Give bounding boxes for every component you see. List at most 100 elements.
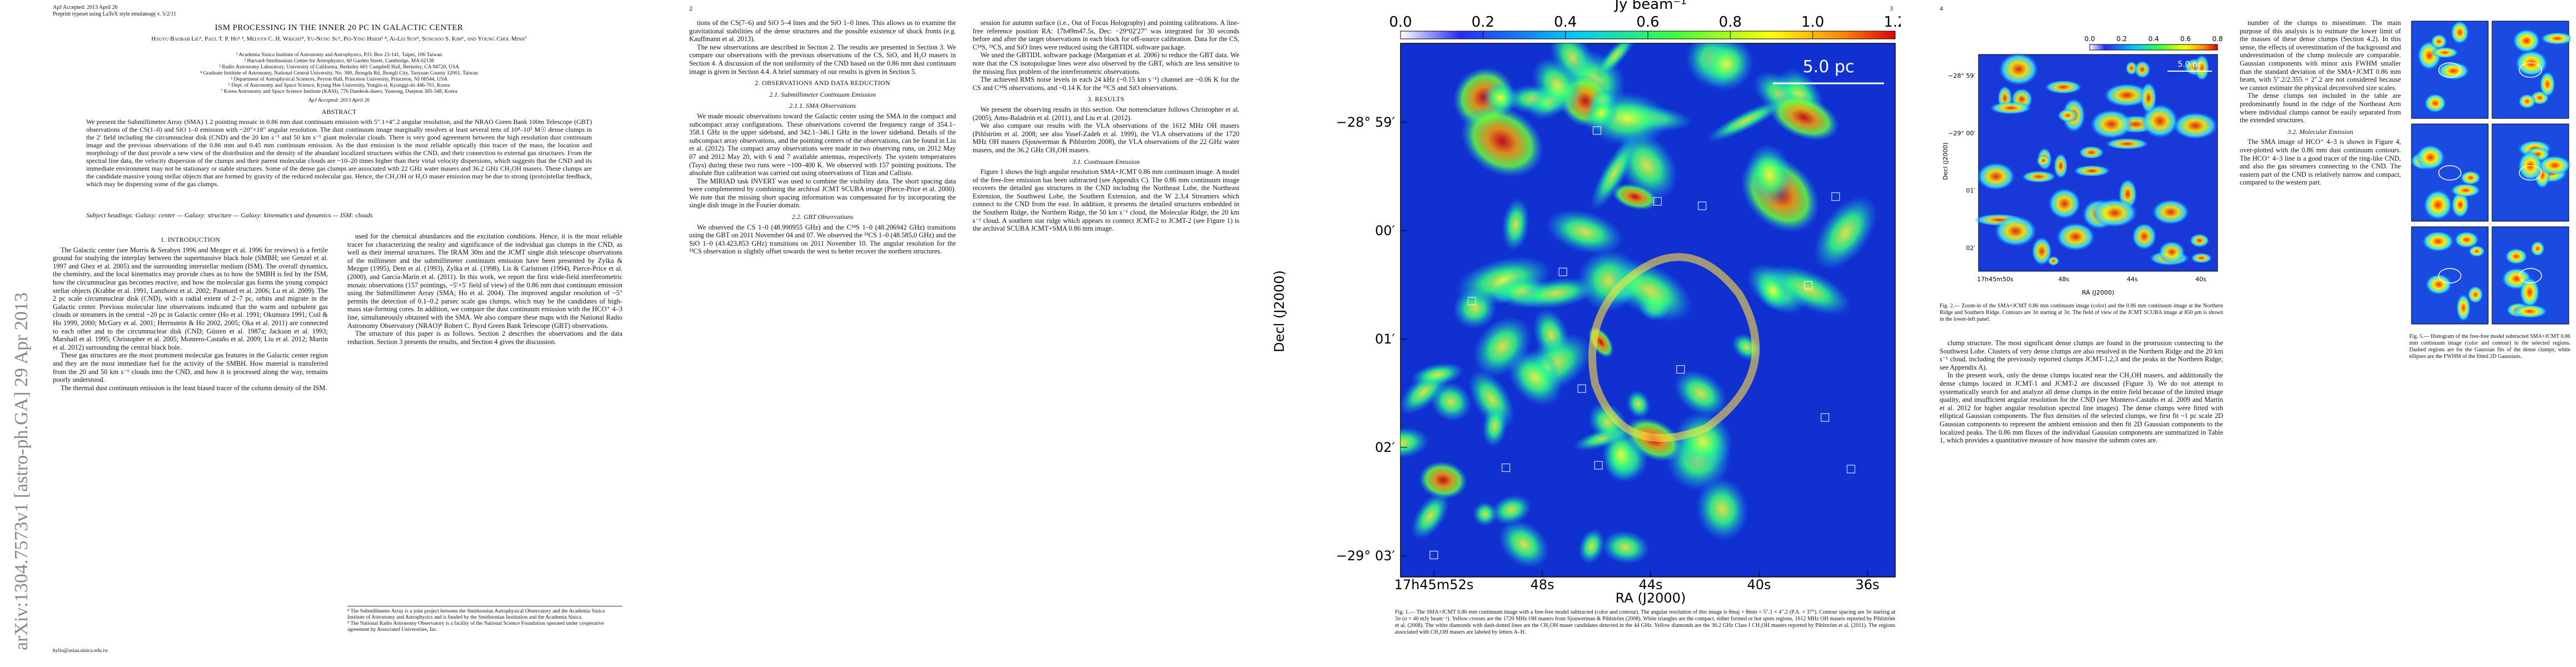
subsection-heading: 3.2. Molecular Emission (2288, 127, 2353, 136)
section-heading: 1. INTRODUCTION (160, 236, 221, 243)
maser-marker (1676, 365, 1685, 374)
emission-blob (2518, 93, 2536, 109)
emission-blob (1461, 104, 1544, 177)
column: clump structure. The most significant de… (1940, 339, 2223, 661)
section-heading: 3. RESULTS (1088, 95, 1124, 103)
page-number: 4 (1940, 4, 1943, 12)
emission-blob (1756, 271, 1790, 311)
figure-caption: Fig. 2.— Zoom-in of the SMA+JCMT 0.86 mm… (1940, 303, 2223, 322)
paragraph: We present the observing results in this… (973, 105, 1239, 122)
figure-caption: Fig. 1.— The SMA+JCMT 0.86 mm continuum … (1395, 609, 1895, 635)
emission-blob (2437, 62, 2470, 80)
footnotes: ⁸ The Submillimeter Array is a joint pro… (347, 606, 622, 633)
emission-blob (2190, 252, 2213, 263)
column: used for the chemical abundances and the… (347, 232, 622, 577)
y-tick-label: 01′ (1375, 331, 1395, 347)
emission-blob (2423, 190, 2453, 220)
colorbar-tick-label: 1.0 (1801, 14, 1824, 31)
emission-blob (1994, 215, 2037, 247)
maser-marker (1831, 192, 1840, 201)
paragraph: The SMA image of HCO⁺ 4–3 is shown in Fi… (2240, 138, 2401, 187)
subsection-heading: 3.1. Continuum Emission (1072, 157, 1140, 166)
emission-blob (2515, 50, 2548, 77)
emission-blob (1706, 99, 1786, 142)
line: ⁵ Department of Astrophysical Sciences, … (230, 77, 448, 82)
x-axis-label: RA (J2000) (2082, 289, 2114, 296)
emission-blob (2450, 183, 2481, 197)
emission-blob (1976, 162, 2016, 191)
maser-marker (1502, 464, 1511, 472)
emission-blob (2140, 82, 2157, 114)
emission-blob (1491, 495, 1532, 525)
emission-blob (1989, 101, 2032, 115)
x-tick-label: 44s (2127, 276, 2138, 283)
abstract-heading: ABSTRACT (321, 108, 357, 116)
emission-blob (2078, 146, 2105, 160)
emission-blob (1626, 390, 1651, 419)
colorbar-tick-label: 0.4 (2148, 35, 2159, 43)
scalebar-label: 5.0 pc (2178, 60, 2201, 69)
emission-blob (1813, 196, 1877, 271)
emission-blob (1673, 412, 1733, 471)
running-header: ApJ Accepted: 2013 April 26 (53, 4, 118, 11)
x-tick-label: 48s (2058, 276, 2069, 283)
emission-blob (1612, 183, 1658, 210)
emission-blob (2513, 28, 2540, 53)
paragraphs: We observed the CS 1–0 (48.990955 GHz) a… (689, 223, 956, 256)
line: ⁹ The National Radio Astronomy Observato… (347, 621, 604, 633)
emission-blob (2021, 170, 2056, 183)
line: ³ Radio Astronomy Laboratory, University… (219, 64, 459, 70)
emission-blob (2047, 256, 2060, 266)
column: tions of the CS(7–6) and SiO 5–4 lines a… (689, 19, 956, 658)
y-axis-label: Decl (J2000) (1272, 270, 1287, 352)
x-tick-label: 40s (1747, 577, 1771, 593)
maser-marker (1593, 126, 1602, 135)
paragraph: The structure of this paper is as follow… (347, 330, 622, 346)
y-tick-label: 00′ (1375, 223, 1395, 238)
subsection-heading: 2.1. Submillimeter Continuum Emission (769, 90, 876, 98)
emission-blob (2430, 34, 2447, 49)
emission-blob (1411, 362, 1464, 387)
page-number: 3 (1890, 4, 1893, 12)
paragraphs: Figure 1 shows the high angular resoluti… (973, 168, 1239, 233)
emission-blob (2467, 286, 2484, 303)
y-tick-label: −29° 03′ (1336, 548, 1395, 564)
emission-blob (1546, 209, 1623, 255)
circumnuclear-ring (1588, 253, 1760, 442)
emission-blob (2031, 236, 2052, 266)
y-ticks: −28° 59′ 00′ 01′ 02′ −29° 03′ (1336, 115, 1407, 564)
maser-marker (1594, 461, 1603, 470)
emission-blob (2430, 47, 2459, 58)
emission-blob (1473, 501, 1497, 526)
paragraph: We observed the CS 1–0 (48.990955 GHz) a… (689, 223, 956, 256)
colorbar-tick-label: 1.2 (1884, 14, 1901, 31)
emission-blob (1507, 350, 1563, 406)
paper-title: ISM PROCESSING IN THE INNER 20 PC IN GAL… (215, 23, 464, 32)
paragraph: The dense clumps not included in the tab… (2240, 92, 2401, 125)
figure-caption: Fig. 5.— Histogram of the free-free mode… (2409, 334, 2570, 360)
emission-blob (2519, 277, 2540, 308)
y-tick-label: −28° 59′ (1948, 72, 1975, 79)
emission-blob (2512, 305, 2548, 318)
paragraph: session for autumn surface (i.e., Out of… (973, 19, 1239, 51)
emission-blob (1766, 265, 1852, 316)
colorbar-tick-label: 0.8 (2212, 35, 2223, 43)
paragraph: The achieved RMS noise levels in each 24… (973, 76, 1239, 92)
figure-1: Jy beam⁻¹ 0.0 0.2 0.4 0.6 0.8 1.0 1.2 5.0 pc D… (1272, 0, 1901, 606)
line: ² Harvard-Smithsonian Center for Astroph… (244, 58, 434, 64)
colorbar-tick-label: 0.8 (1719, 14, 1742, 31)
line: ⁴ Graduate Institute of Astronomy, Natio… (200, 71, 479, 76)
emission-blob (1514, 277, 1597, 310)
maser-marker (1846, 465, 1855, 474)
emission-blob (2158, 241, 2185, 264)
emission-blob (1591, 136, 1638, 210)
date: ApJ Accepted: 2013 April 26 (308, 98, 370, 103)
emission-blob (1532, 57, 1583, 112)
paragraph: These gas structures are the most promin… (53, 351, 328, 384)
line: ⁷ Korea Astronomy and Space Science Inst… (221, 89, 457, 94)
emission-blob (2505, 248, 2528, 265)
emission-blob (2054, 153, 2068, 179)
emission-blob (1411, 492, 1449, 540)
email: hyliu@asiaa.sinica.edu.tw (53, 648, 108, 654)
